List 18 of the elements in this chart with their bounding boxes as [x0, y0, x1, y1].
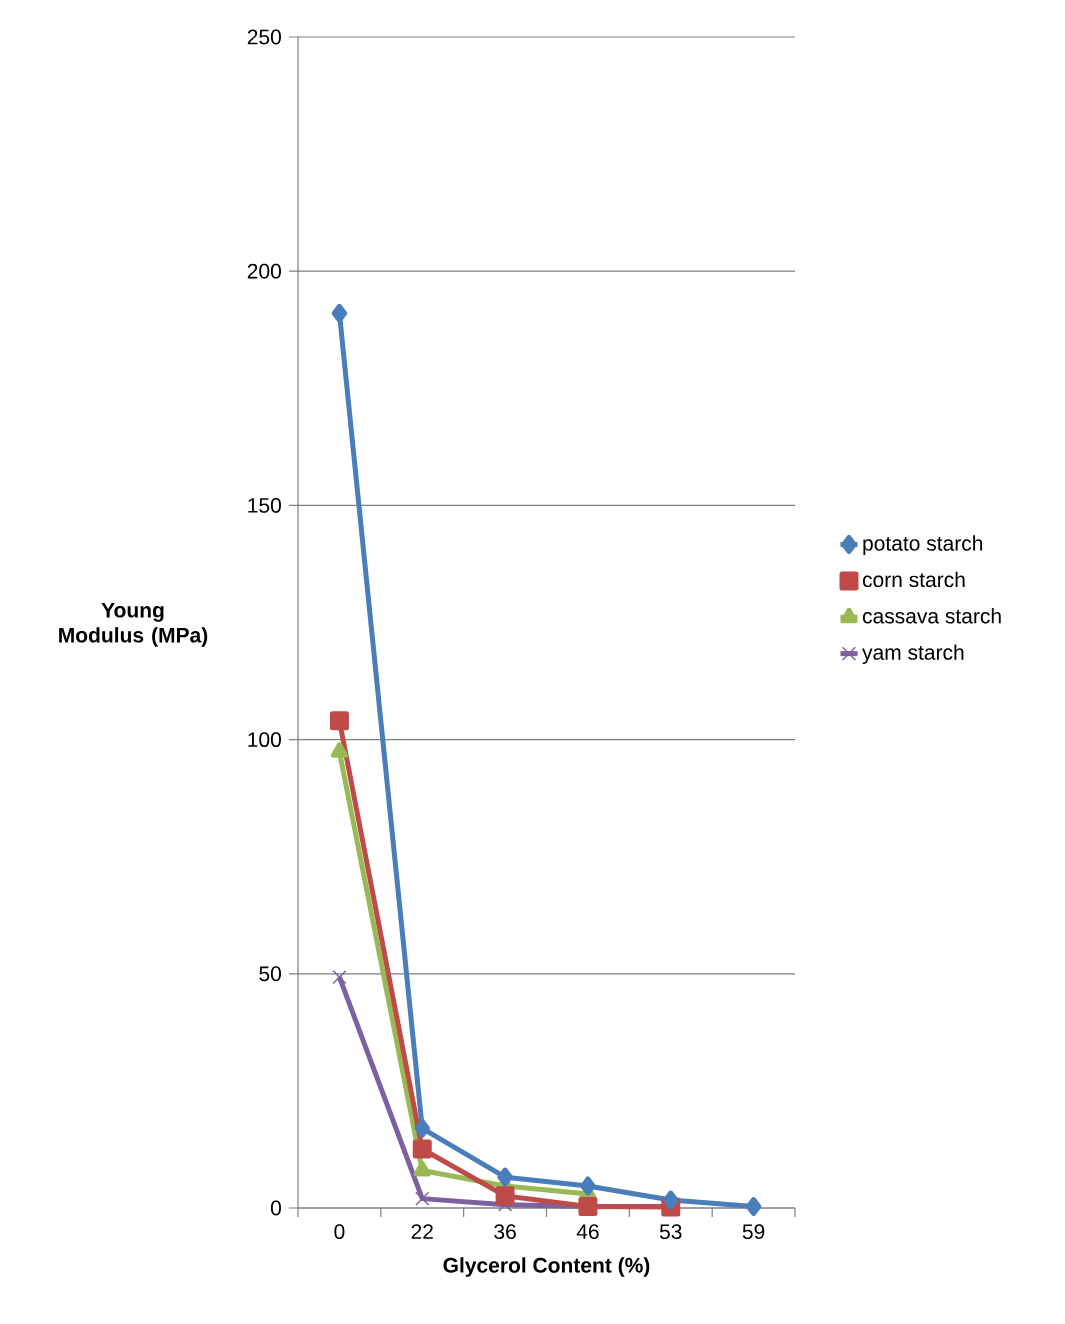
x-tick-label: 59 [742, 1224, 765, 1240]
x-axis-title: Glycerol Content (%) [443, 1257, 650, 1277]
x-tick-label: 46 [576, 1224, 599, 1240]
x-tick-label: 36 [494, 1224, 516, 1240]
legend-label: corn starch [862, 571, 965, 588]
x-tick-label: 22 [411, 1224, 433, 1239]
y-tick-label: 50 [259, 966, 281, 982]
x-tick-label: 0 [334, 1224, 345, 1240]
y-tick-label: 100 [248, 732, 281, 748]
legend-label: yam starch [862, 644, 964, 665]
x-tick-label: 53 [659, 1224, 682, 1240]
y-tick-label: 250 [247, 29, 281, 45]
legend-label: potato starch [863, 535, 983, 555]
y-tick-label: 0 [270, 1200, 281, 1216]
y-axis-title: Young Modulus (MPa) [59, 602, 208, 647]
y-tick-label: 150 [248, 497, 281, 513]
y-tick-label: 200 [247, 263, 281, 279]
legend-label: cassava starch [862, 608, 1001, 624]
